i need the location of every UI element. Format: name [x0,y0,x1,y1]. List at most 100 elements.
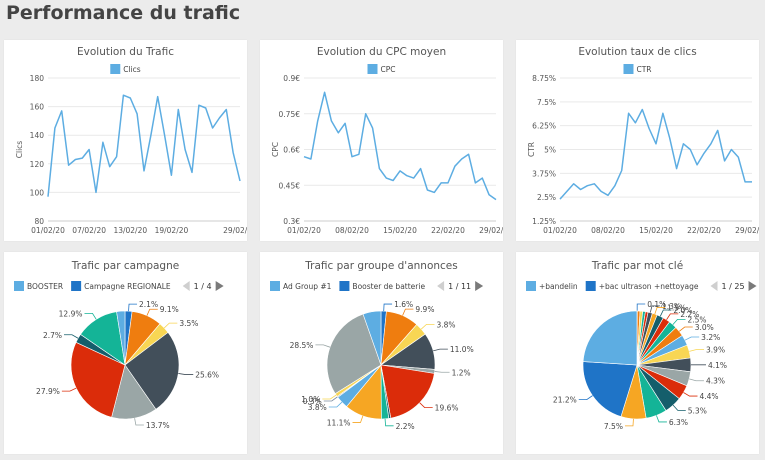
leader-line [64,334,79,339]
campaign-pie-chart-card: Trafic par campagne BOOSTER Campagne REGIO… [4,252,247,454]
traffic-line-chart-card: Evolution du Trafic Clics 80 100 120 140 160 18… [4,40,247,241]
x-tick-label: 29/02/20 [735,226,759,235]
chart-title: Trafic par mot clé [591,260,683,272]
leader-line [659,309,672,317]
leader-line [61,387,77,392]
x-tick-label: 01/02/20 [31,226,65,235]
y-tick-label: 2.5% [537,193,556,202]
y-tick-label: 0.75€ [279,110,301,119]
leader-line [689,349,705,352]
leader-line [134,418,144,426]
x-tick-label: 01/02/20 [287,226,321,235]
x-tick-label: 08/02/20 [591,226,625,235]
leader-line [128,303,138,312]
legend-label: Booster de batterie [352,282,425,291]
y-tick-label: 6.25% [532,122,556,131]
x-tick-label: 15/02/20 [639,226,673,235]
pie-slice[interactable] [70,341,126,418]
leader-line [163,322,178,329]
data-label: 1.5% [667,303,686,312]
data-label: 1.3% [662,302,681,311]
y-tick-label: 0.3€ [283,217,300,226]
pie-slice[interactable] [362,310,382,366]
pie-slice[interactable] [326,313,382,395]
cpc-line-chart-card: Evolution du CPC moyen CPC 0.3€ 0.45€ 0.6€ 0.… [260,40,503,241]
data-label: 0.3% [303,397,322,406]
chart-title: Trafic par groupe d'annonces [304,260,457,272]
leader-line [656,415,667,423]
legend-label: Clics [123,65,141,74]
pie-slice[interactable] [116,310,126,366]
leader-line [684,336,700,341]
legend-swatch [339,281,350,291]
y-tick-label: 140 [30,131,45,140]
legend-swatch [71,281,82,291]
data-label: 2.7% [43,331,62,340]
data-label: 4.4% [700,392,719,401]
chart-title: Evolution taux de clics [578,46,696,58]
page-title: Performance du trafic [6,2,241,24]
x-tick-label: 15/02/20 [383,226,417,235]
leader-line [84,312,97,320]
data-label: 27.9% [36,387,60,396]
chart-title: Evolution du CPC moyen [317,46,446,58]
leader-line [678,326,693,332]
y-axis-label: Clics [15,141,24,159]
leader-line [328,401,343,408]
data-label: 28.5% [290,341,314,350]
leader-line [578,395,593,401]
leader-line [315,344,331,348]
legend-label: Campagne REGIONALE [84,282,171,291]
pager-text: 1 / 25 [721,282,744,291]
y-tick-label: 0.45€ [279,181,301,190]
pager-next-icon[interactable] [475,281,484,291]
data-label: 2.1% [139,300,158,309]
pager-prev-icon[interactable] [182,281,190,291]
legend-swatch [14,281,24,291]
data-label: 7.5% [604,422,623,431]
y-tick-label: 100 [30,188,45,197]
data-label: 11.1% [327,418,351,427]
pager-next-icon[interactable] [215,281,224,291]
data-label: 12.9% [59,309,83,318]
x-tick-label: 01/02/20 [543,226,577,235]
ctr-line-chart-card: Evolution taux de clics CTR 1.25% 2.5% 3.75%… [516,40,759,241]
keyword-pie-chart: Trafic par mot clé +bandelin +bac ultrason… [526,260,757,431]
x-tick-label: 22/02/20 [687,226,721,235]
leader-line [323,396,338,402]
series-line [47,94,241,197]
legend-swatch [270,281,280,291]
series-line [303,91,497,201]
cpc-line-chart: Evolution du CPC moyen CPC 0.3€ 0.45€ 0.6€ 0.… [271,46,503,235]
pie-slice[interactable] [582,361,638,417]
data-label: 6.3% [669,418,688,427]
legend-label: +bac ultrason +nettoyage [599,282,699,291]
leader-line [672,404,686,411]
data-label: 3.5% [179,319,198,328]
pager-text: 1 / 11 [448,282,471,291]
pager-prev-icon[interactable] [710,281,718,291]
y-tick-label: 180 [30,74,45,83]
pie-slice[interactable] [582,310,638,366]
legend-swatch [585,281,596,291]
data-label: 1.6% [394,300,413,309]
leader-line [689,378,704,382]
leader-line [178,373,194,375]
pager-next-icon[interactable] [748,281,757,291]
leader-line [383,303,393,312]
data-label: 3.2% [701,333,720,342]
pager-prev-icon[interactable] [437,281,445,291]
y-tick-label: 160 [30,103,45,112]
x-tick-label: 19/02/20 [155,226,189,235]
pie-slice[interactable] [124,332,180,410]
chart-title: Trafic par campagne [71,260,179,272]
pager-text: 1 / 4 [194,282,212,291]
y-tick-label: 0.6€ [283,146,300,155]
leader-line [146,308,158,316]
pie-slice[interactable] [380,364,435,419]
y-tick-label: 8.75% [532,74,556,83]
leader-line [649,305,660,313]
legend-swatch [526,281,536,291]
traffic-line-chart: Evolution du Trafic Clics 80 100 120 140 160 18… [15,46,247,235]
y-tick-label: 5% [544,146,556,155]
